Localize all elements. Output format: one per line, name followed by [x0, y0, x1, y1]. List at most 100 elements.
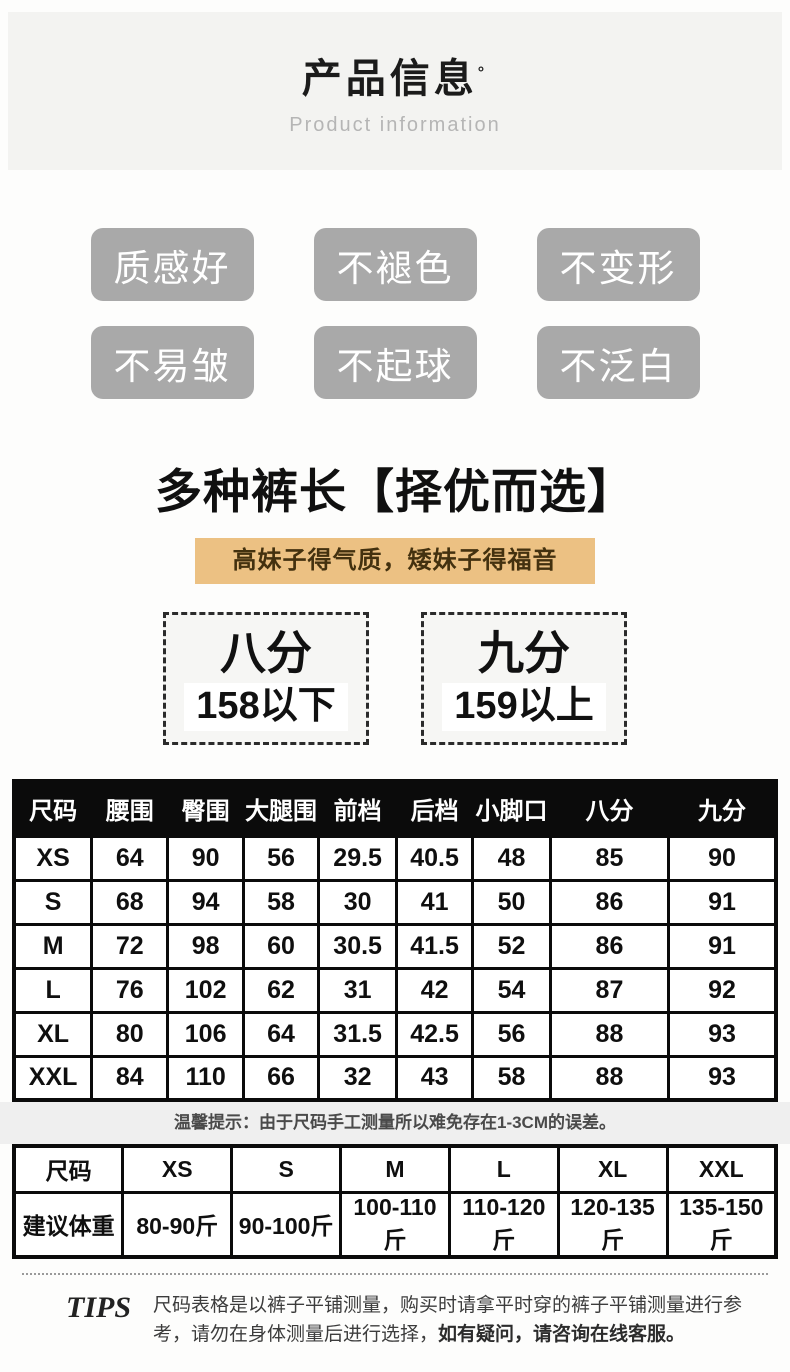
page-subtitle: Product information [289, 113, 501, 136]
cell: 29.5 [317, 834, 398, 882]
cell: 85 [548, 834, 671, 882]
degree-mark: ° [477, 64, 489, 82]
cell: XL [12, 1010, 94, 1058]
weight-table: 尺码 XS S M L XL XXL 建议体重 80-90斤 90-100斤 1… [12, 1144, 778, 1259]
cell: 56 [471, 1010, 552, 1058]
weight-size-row: 尺码 XS S M L XL XXL [12, 1144, 778, 1194]
size-row-l: L 76 102 62 31 42 54 87 92 [12, 966, 778, 1014]
cell: 32 [317, 1054, 398, 1102]
cell: 80 [90, 1010, 170, 1058]
weight-table-section: 尺码 XS S M L XL XXL 建议体重 80-90斤 90-100斤 1… [12, 1144, 778, 1259]
badge-row-1: 质感好 不褪色 不变形 [0, 228, 790, 301]
cell: XS [121, 1144, 234, 1194]
cell: 87 [548, 966, 671, 1014]
size-row-xxl: XXL 84 110 66 32 43 58 88 93 [12, 1054, 778, 1102]
col-header: 八分 [548, 779, 671, 838]
cell: 106 [166, 1010, 245, 1058]
feature-badge: 质感好 [90, 228, 254, 301]
cell: 86 [548, 878, 671, 926]
cell: S [12, 878, 94, 926]
product-info-header: 产品信息° Product information [8, 12, 782, 170]
cell: XS [12, 834, 94, 882]
cell: 41.5 [394, 922, 475, 970]
measurement-note: 温馨提示：由于尺码手工测量所以难免存在1-3CM的误差。 [0, 1102, 790, 1144]
size-row-xs: XS 64 90 56 29.5 40.5 48 85 90 [12, 834, 778, 882]
cell: 50 [471, 878, 552, 926]
cell: 建议体重 [12, 1190, 125, 1258]
cell: 56 [241, 834, 321, 882]
length-options: 八分 158以下 九分 159以上 [0, 612, 790, 745]
feature-badge: 不变形 [536, 228, 700, 301]
cell: 31 [317, 966, 398, 1014]
cell: 135-150斤 [665, 1190, 778, 1258]
page-title-text: 产品信息 [301, 56, 478, 101]
cell: 66 [241, 1054, 321, 1102]
col-header: 九分 [667, 779, 778, 838]
badge-row-2: 不易皱 不起球 不泛白 [0, 326, 790, 399]
cell: 110-120斤 [447, 1190, 560, 1258]
cell: 40.5 [394, 834, 475, 882]
cell: 41 [394, 878, 475, 926]
length-option-nine: 九分 159以上 [421, 612, 627, 745]
cell: 42 [394, 966, 475, 1014]
cell: 92 [667, 966, 778, 1014]
cell: 110 [166, 1054, 245, 1102]
cell: 30 [317, 878, 398, 926]
length-option-range: 159以上 [442, 683, 606, 731]
length-option-name: 八分 [220, 627, 312, 680]
cell: 62 [241, 966, 321, 1014]
cell: 52 [471, 922, 552, 970]
cell: 120-135斤 [556, 1190, 669, 1258]
feature-badge: 不泛白 [536, 326, 700, 399]
col-header: 尺码 [12, 779, 94, 838]
weight-range-row: 建议体重 80-90斤 90-100斤 100-110斤 110-120斤 12… [12, 1190, 778, 1258]
cell: 90-100斤 [230, 1190, 343, 1258]
cell: 102 [166, 966, 245, 1014]
cell: 93 [667, 1054, 778, 1102]
cell: L [447, 1144, 560, 1194]
col-header: 腰围 [90, 779, 170, 838]
length-option-name: 九分 [478, 627, 570, 680]
cell: 88 [548, 1054, 671, 1102]
feature-badges: 质感好 不褪色 不变形 不易皱 不起球 不泛白 [0, 228, 790, 399]
col-header: 前档 [317, 779, 398, 838]
cell: 42.5 [394, 1010, 475, 1058]
cell: 31.5 [317, 1010, 398, 1058]
cell: 72 [90, 922, 170, 970]
tips-text: 尺码表格是以裤子平铺测量，购买时请拿平时穿的裤子平铺测量进行参考，请勿在身体测量… [153, 1291, 758, 1350]
cell: 30.5 [317, 922, 398, 970]
cell: M [12, 922, 94, 970]
cell: 91 [667, 878, 778, 926]
cell: 60 [241, 922, 321, 970]
cell: 43 [394, 1054, 475, 1102]
tips-label: TIPS [66, 1290, 132, 1324]
cell: 58 [241, 878, 321, 926]
feature-badge: 不褪色 [313, 228, 477, 301]
size-table-section: 尺码 腰围 臀围 大腿围 前档 后档 小脚口 八分 九分 XS 64 90 56… [12, 779, 778, 1102]
cell: 54 [471, 966, 552, 1014]
cell: 90 [166, 834, 245, 882]
tips-text-bold: 如有疑问，请咨询在线客服。 [438, 1323, 686, 1345]
cell: L [12, 966, 94, 1014]
cell: 58 [471, 1054, 552, 1102]
cell: 94 [166, 878, 245, 926]
size-row-m: M 72 98 60 30.5 41.5 52 86 91 [12, 922, 778, 970]
col-header: 后档 [394, 779, 475, 838]
cell: 93 [667, 1010, 778, 1058]
tips-section: TIPS 尺码表格是以裤子平铺测量，购买时请拿平时穿的裤子平铺测量进行参考，请勿… [22, 1272, 768, 1350]
size-row-xl: XL 80 106 64 31.5 42.5 56 88 93 [12, 1010, 778, 1058]
cell: 76 [90, 966, 170, 1014]
cell: 64 [241, 1010, 321, 1058]
length-banner: 高妹子得气质，矮妹子得福音 [195, 538, 595, 584]
cell: XL [556, 1144, 669, 1194]
cell: 80-90斤 [121, 1190, 234, 1258]
cell: 68 [90, 878, 170, 926]
cell: 88 [548, 1010, 671, 1058]
length-option-range: 158以下 [184, 683, 348, 731]
cell: 98 [166, 922, 245, 970]
feature-badge: 不起球 [313, 326, 477, 399]
cell: 90 [667, 834, 778, 882]
cell: 48 [471, 834, 552, 882]
cell: XXL [12, 1054, 94, 1102]
cell: 86 [548, 922, 671, 970]
